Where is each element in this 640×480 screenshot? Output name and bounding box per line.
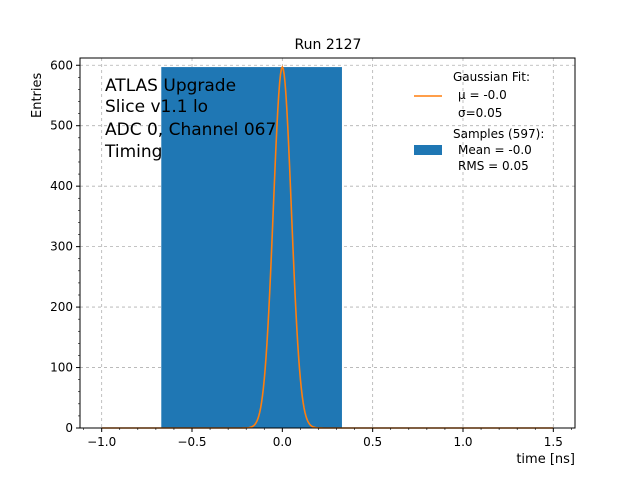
y-tick-label: 100: [50, 361, 73, 375]
legend-samples-mean: Mean = -0.0: [458, 143, 532, 157]
annotation-line: Slice v1.1 lo: [105, 97, 208, 117]
plot-area-frame: [79, 57, 576, 429]
y-tick-label: 500: [50, 119, 73, 133]
axis-ticks: −1.0 −0.5 0.0 0.5 1.0 1.5 0 100 200 300 400 500 600: [50, 58, 572, 449]
legend-fit-sigma: σ=0.05: [458, 106, 502, 120]
legend-samples-name: Samples (597):: [453, 127, 544, 141]
x-tick-label: 0.0: [273, 435, 292, 449]
x-tick-label: −1.0: [87, 435, 116, 449]
x-tick-label: 1.5: [544, 435, 563, 449]
annotation-line: ADC 0, Channel 067: [105, 120, 276, 140]
y-tick-label: 200: [50, 300, 73, 314]
y-tick-label: 0: [65, 421, 73, 435]
y-tick-label: 400: [50, 179, 73, 193]
x-tick-label: 1.0: [453, 435, 472, 449]
histogram-bar: [161, 67, 342, 428]
legend-fit-mu: μ = -0.0: [458, 88, 507, 102]
x-tick-label: 0.5: [363, 435, 382, 449]
annotation-line: ATLAS Upgrade: [105, 76, 236, 96]
annotation-block: ATLAS Upgrade Slice v1.1 lo ADC 0, Chann…: [104, 76, 276, 162]
legend: Gaussian Fit: μ = -0.0 σ=0.05 Samples (5…: [414, 70, 544, 173]
x-axis-label: time [ns]: [516, 452, 575, 467]
y-tick-label: 600: [50, 58, 73, 72]
legend-samples-rms: RMS = 0.05: [458, 159, 529, 173]
x-tick-label: −0.5: [177, 435, 206, 449]
legend-samples-swatch: [414, 145, 442, 155]
y-axis-label: Entries: [30, 72, 45, 118]
chart-title: Run 2127: [295, 37, 362, 53]
annotation-line: Timing: [104, 142, 162, 162]
histogram-bars: [161, 67, 342, 428]
y-tick-label: 300: [50, 240, 73, 254]
legend-fit-name: Gaussian Fit:: [453, 70, 530, 84]
